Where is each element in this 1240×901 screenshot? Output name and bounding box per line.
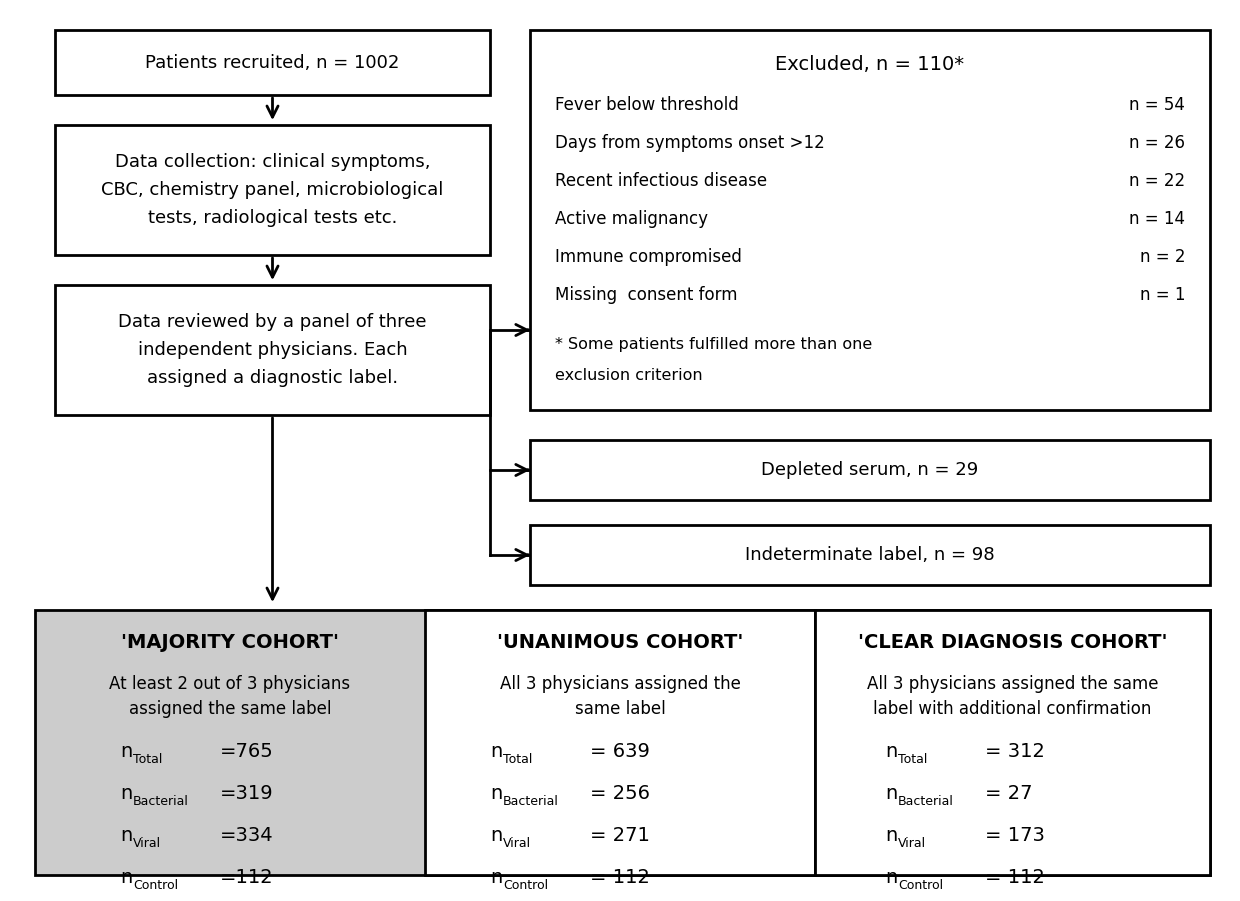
Bar [529, 525, 1210, 585]
Text: Bacterial: Bacterial [133, 795, 188, 808]
Text: n: n [885, 784, 898, 803]
Text: Data reviewed by a panel of three: Data reviewed by a panel of three [118, 313, 427, 331]
Text: Viral: Viral [503, 837, 531, 850]
Text: n: n [490, 742, 502, 761]
Text: tests, radiological tests etc.: tests, radiological tests etc. [148, 209, 397, 227]
Bar [55, 285, 490, 415]
Text: Total: Total [898, 753, 928, 766]
Bar [425, 610, 815, 875]
Text: same label: same label [574, 700, 666, 718]
Text: n: n [490, 868, 502, 887]
Bar [529, 440, 1210, 500]
Text: = 173: = 173 [985, 826, 1045, 845]
Text: Recent infectious disease: Recent infectious disease [556, 172, 768, 190]
Text: All 3 physicians assigned the: All 3 physicians assigned the [500, 675, 740, 693]
Text: n: n [120, 784, 133, 803]
Text: n: n [490, 826, 502, 845]
Text: =112: =112 [219, 868, 274, 887]
Text: =765: =765 [219, 742, 274, 761]
Text: n: n [885, 826, 898, 845]
Text: n = 54: n = 54 [1130, 96, 1185, 114]
Text: All 3 physicians assigned the same: All 3 physicians assigned the same [867, 675, 1158, 693]
Text: n = 2: n = 2 [1140, 248, 1185, 266]
Bar [815, 610, 1210, 875]
Text: = 112: = 112 [590, 868, 650, 887]
Text: Control: Control [898, 879, 944, 892]
Text: Total: Total [133, 753, 162, 766]
Text: n: n [120, 742, 133, 761]
Text: n = 14: n = 14 [1128, 210, 1185, 228]
Text: label with additional confirmation: label with additional confirmation [873, 700, 1152, 718]
Bar [55, 125, 490, 255]
Text: 'CLEAR DIAGNOSIS COHORT': 'CLEAR DIAGNOSIS COHORT' [858, 633, 1167, 651]
Text: = 112: = 112 [985, 868, 1045, 887]
Text: * Some patients fulfilled more than one: * Some patients fulfilled more than one [556, 338, 872, 352]
Text: n: n [885, 742, 898, 761]
Text: n: n [490, 784, 502, 803]
Text: assigned the same label: assigned the same label [129, 700, 331, 718]
Text: n = 22: n = 22 [1128, 172, 1185, 190]
Text: Viral: Viral [133, 837, 161, 850]
Text: Immune compromised: Immune compromised [556, 248, 742, 266]
Text: Excluded, n = 110*: Excluded, n = 110* [775, 56, 965, 75]
Text: Data collection: clinical symptoms,: Data collection: clinical symptoms, [115, 153, 430, 171]
Text: Bacterial: Bacterial [898, 795, 954, 808]
Text: Active malignancy: Active malignancy [556, 210, 708, 228]
Text: Bacterial: Bacterial [503, 795, 559, 808]
Text: 'UNANIMOUS COHORT': 'UNANIMOUS COHORT' [497, 633, 743, 651]
Text: = 639: = 639 [590, 742, 650, 761]
Text: n: n [885, 868, 898, 887]
Text: CBC, chemistry panel, microbiological: CBC, chemistry panel, microbiological [102, 181, 444, 199]
Text: = 256: = 256 [590, 784, 650, 803]
Text: n = 26: n = 26 [1128, 134, 1185, 152]
Text: Control: Control [503, 879, 548, 892]
Text: Days from symptoms onset >12: Days from symptoms onset >12 [556, 134, 825, 152]
Text: = 271: = 271 [590, 826, 650, 845]
Text: Total: Total [503, 753, 532, 766]
Text: Indeterminate label, n = 98: Indeterminate label, n = 98 [745, 546, 994, 564]
Text: independent physicians. Each: independent physicians. Each [138, 341, 407, 359]
Text: Fever below threshold: Fever below threshold [556, 96, 739, 114]
Bar [529, 30, 1210, 410]
Text: =319: =319 [219, 784, 274, 803]
Text: Missing  consent form: Missing consent form [556, 286, 738, 304]
Text: Viral: Viral [898, 837, 926, 850]
Text: Patients recruited, n = 1002: Patients recruited, n = 1002 [145, 53, 399, 71]
Text: exclusion criterion: exclusion criterion [556, 368, 703, 383]
Text: n: n [120, 826, 133, 845]
Text: 'MAJORITY COHORT': 'MAJORITY COHORT' [122, 633, 339, 651]
Bar [55, 30, 490, 95]
Text: n: n [120, 868, 133, 887]
Text: assigned a diagnostic label.: assigned a diagnostic label. [146, 369, 398, 387]
Text: At least 2 out of 3 physicians: At least 2 out of 3 physicians [109, 675, 351, 693]
Text: =334: =334 [219, 826, 274, 845]
Text: = 27: = 27 [985, 784, 1033, 803]
Text: Control: Control [133, 879, 179, 892]
Bar [35, 610, 1210, 875]
Text: n = 1: n = 1 [1140, 286, 1185, 304]
Text: Depleted serum, n = 29: Depleted serum, n = 29 [761, 461, 978, 479]
Text: = 312: = 312 [985, 742, 1045, 761]
